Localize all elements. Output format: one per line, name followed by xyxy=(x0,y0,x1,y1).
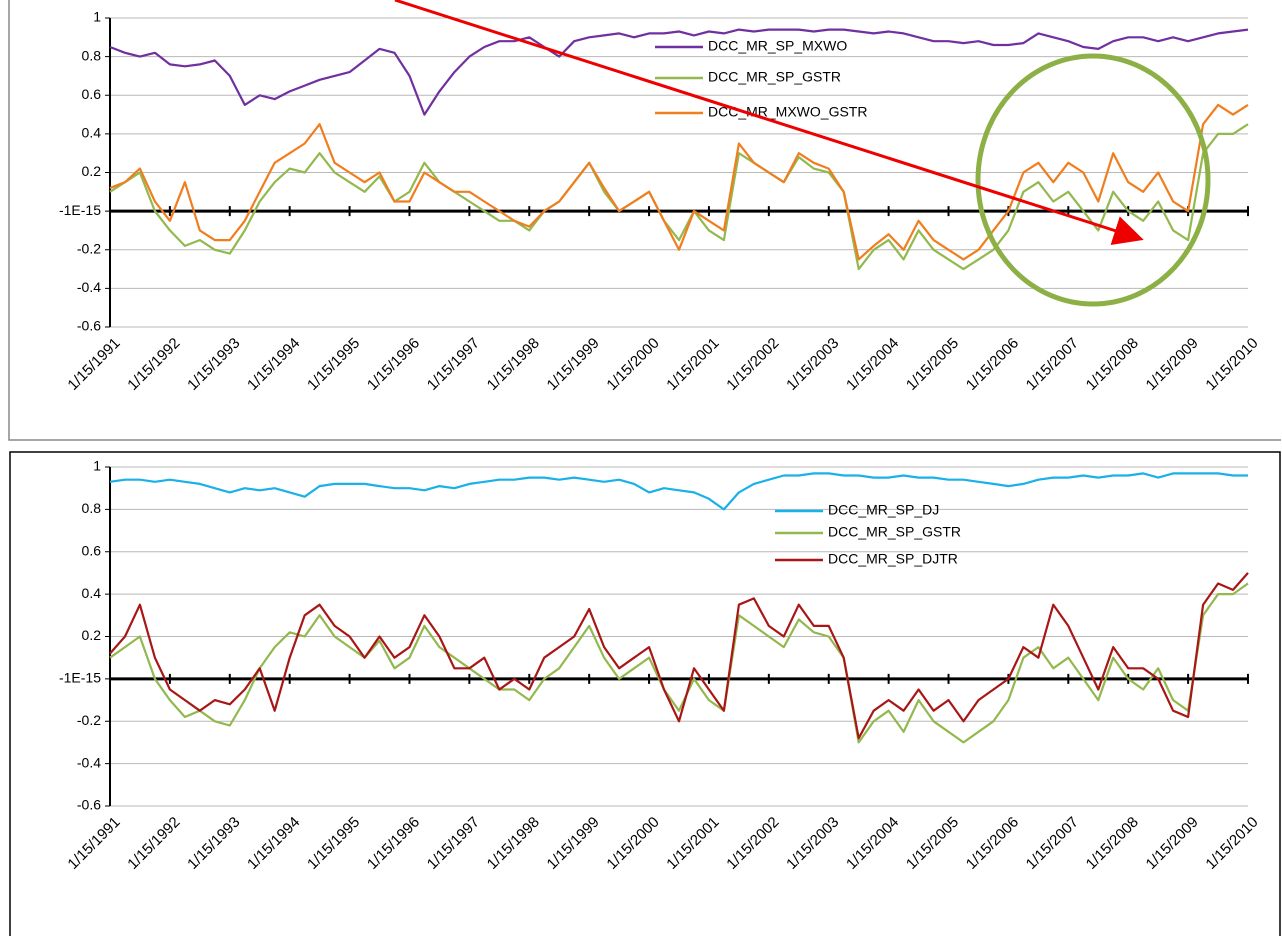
x-tick-label: 1/15/1992 xyxy=(124,814,183,873)
x-tick-label: 1/15/1997 xyxy=(424,335,483,394)
legend-label: DCC_MR_SP_GSTR xyxy=(708,69,841,85)
y-tick-label: 0.6 xyxy=(82,86,102,102)
x-tick-label: 1/15/1992 xyxy=(124,335,183,394)
y-tick-label: 0.4 xyxy=(82,585,102,601)
x-tick-label: 1/15/1994 xyxy=(244,335,303,394)
y-tick-label: 0.6 xyxy=(82,542,102,558)
x-tick-label: 1/15/2007 xyxy=(1023,814,1082,873)
x-tick-label: 1/15/2003 xyxy=(783,335,842,394)
x-tick-label: 1/15/2010 xyxy=(1202,814,1261,873)
x-tick-label: 1/15/2010 xyxy=(1202,335,1261,394)
chart-frame xyxy=(8,0,1281,441)
x-tick-label: 1/15/2005 xyxy=(903,814,962,873)
series-line xyxy=(109,582,1249,744)
x-tick-label: 1/15/1996 xyxy=(364,335,423,394)
x-tick-label: 1/15/1999 xyxy=(544,814,603,873)
x-tick-label: 1/15/1995 xyxy=(304,335,363,394)
y-tick-label: 0.8 xyxy=(82,47,102,63)
x-tick-label: 1/15/2009 xyxy=(1143,335,1202,394)
y-tick-label: -0.2 xyxy=(77,240,101,256)
y-tick-label: -0.4 xyxy=(77,279,101,295)
series-line xyxy=(109,28,1249,116)
x-tick-label: 1/15/1997 xyxy=(424,814,483,873)
x-tick-label: 1/15/1991 xyxy=(64,814,123,873)
y-tick-label: -1E-15 xyxy=(59,202,101,218)
annotation xyxy=(394,0,1211,307)
x-tick-label: 1/15/1998 xyxy=(484,814,543,873)
legend-label: DCC_MR_SP_DJTR xyxy=(828,551,958,567)
y-tick-label: -1E-15 xyxy=(59,670,101,686)
legend-label: DCC_MR_SP_GSTR xyxy=(828,524,961,540)
y-tick-label: 0.4 xyxy=(82,125,102,141)
y-tick-label: -0.6 xyxy=(77,797,101,813)
x-tick-label: 1/15/1999 xyxy=(544,335,603,394)
x-tick-label: 1/15/2008 xyxy=(1083,814,1142,873)
x-tick-label: 1/15/1991 xyxy=(64,335,123,394)
x-tick-label: 1/15/2005 xyxy=(903,335,962,394)
y-tick-label: 1 xyxy=(93,458,101,474)
frame xyxy=(8,0,1281,936)
x-tick-label: 1/15/1993 xyxy=(184,335,243,394)
y-tick-label: 0.2 xyxy=(82,163,102,179)
x-tick-label: 1/15/2007 xyxy=(1023,335,1082,394)
x-tick-label: 1/15/2003 xyxy=(783,814,842,873)
x-tick-label: 1/15/2000 xyxy=(603,814,662,873)
x-tick-label: 1/15/2002 xyxy=(723,814,782,873)
y-tick-label: -0.4 xyxy=(77,754,101,770)
y-tick-label: -0.6 xyxy=(77,318,101,334)
x-tick-label: 1/15/2001 xyxy=(663,814,722,873)
x-tick-label: 1/15/2008 xyxy=(1083,335,1142,394)
x-tick-label: 1/15/2002 xyxy=(723,335,782,394)
x-tick-label: 1/15/1995 xyxy=(304,814,363,873)
x-tick-label: 1/15/2009 xyxy=(1143,814,1202,873)
x-tick-label: 1/15/2004 xyxy=(843,814,902,873)
x-tick-label: 1/15/1993 xyxy=(184,814,243,873)
chart-frame xyxy=(9,451,1281,936)
x-tick-label: 1/15/2001 xyxy=(663,335,722,394)
y-tick-label: 0.2 xyxy=(82,627,102,643)
series-line xyxy=(109,103,1249,261)
x-tick-label: 1/15/2000 xyxy=(603,335,662,394)
annotation-arrow xyxy=(394,0,1144,245)
legend-label: DCC_MR_SP_DJ xyxy=(828,502,939,518)
legend-label: DCC_MR_MXWO_GSTR xyxy=(708,104,867,120)
series-line xyxy=(109,572,1249,740)
x-tick-label: 1/15/1994 xyxy=(244,814,303,873)
y-tick-label: 1 xyxy=(93,9,101,25)
x-tick-label: 1/15/1998 xyxy=(484,335,543,394)
x-tick-label: 1/15/1996 xyxy=(364,814,423,873)
series-line xyxy=(109,472,1248,511)
x-tick-label: 1/15/2004 xyxy=(843,335,902,394)
series-line xyxy=(109,123,1249,271)
y-tick-label: 0.8 xyxy=(82,500,102,516)
x-tick-label: 1/15/2006 xyxy=(963,814,1022,873)
legend-label: DCC_MR_SP_MXWO xyxy=(708,38,847,54)
y-tick-label: -0.2 xyxy=(77,712,101,728)
x-tick-label: 1/15/2006 xyxy=(963,335,1022,394)
highlight-ellipse xyxy=(975,53,1211,307)
